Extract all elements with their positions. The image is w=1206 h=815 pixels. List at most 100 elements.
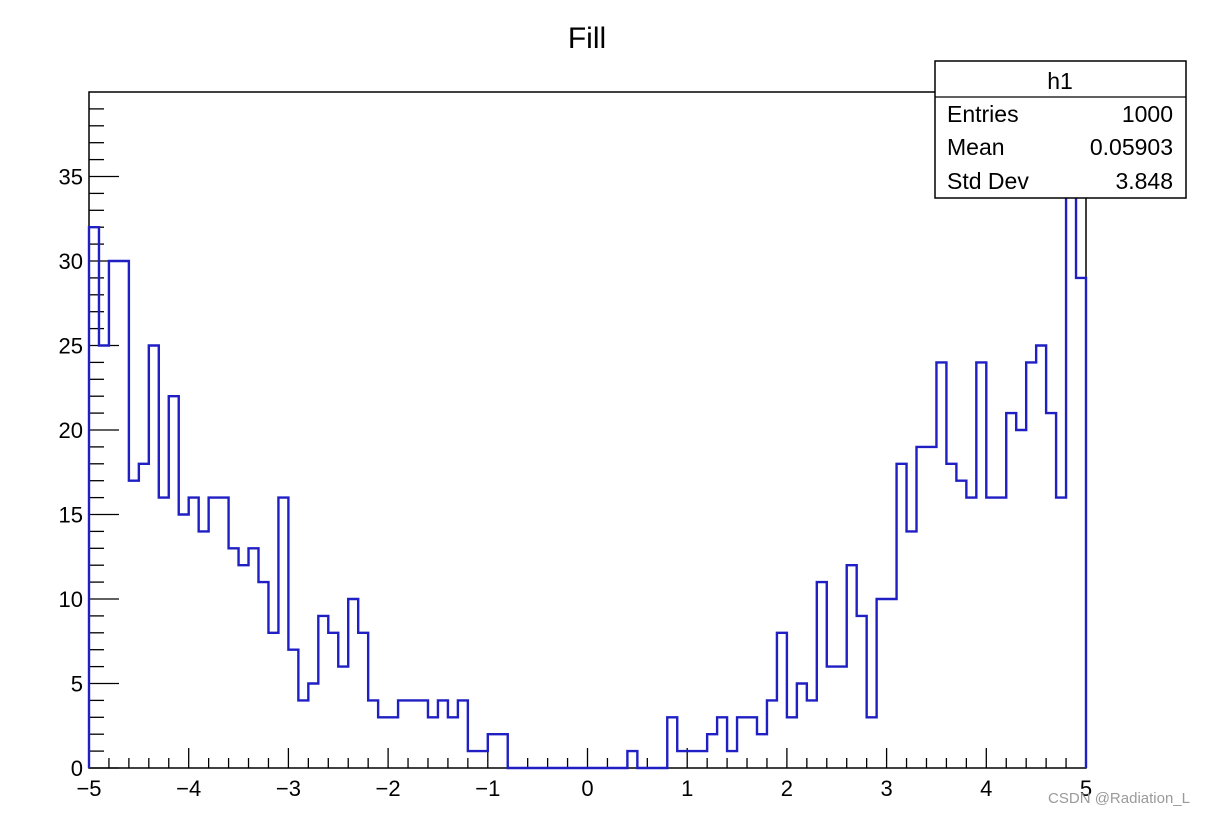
histogram-bin — [737, 717, 747, 768]
histogram-bin — [767, 700, 777, 768]
x-tick-label: 0 — [581, 776, 593, 801]
histogram-bin — [926, 447, 936, 768]
histogram-bin — [757, 734, 767, 768]
histogram-bin — [398, 700, 408, 768]
histogram-bin — [787, 717, 797, 768]
histogram-bin — [318, 616, 328, 768]
histogram-bin — [448, 717, 458, 768]
x-tick-label: −5 — [76, 776, 101, 801]
histogram-bin — [109, 261, 119, 768]
histogram-bin — [1006, 413, 1016, 768]
histogram-bin — [219, 498, 229, 768]
histogram-bin — [707, 734, 717, 768]
stats-entries-label: Entries — [947, 101, 1019, 127]
x-tick-label: 1 — [681, 776, 693, 801]
histogram-bin — [837, 667, 847, 768]
y-tick-label: 20 — [59, 418, 83, 443]
histogram-bin — [468, 751, 478, 768]
histogram-bin — [1026, 362, 1036, 768]
histogram-bin — [378, 717, 388, 768]
histogram-bin — [99, 346, 109, 769]
histogram-bin — [697, 751, 707, 768]
histogram-bin — [887, 599, 897, 768]
histogram-bin — [777, 633, 787, 768]
histogram-bin — [747, 717, 757, 768]
histogram-bin — [996, 498, 1006, 768]
y-tick-label: 30 — [59, 249, 83, 274]
histogram-bin — [488, 734, 498, 768]
y-axis-tick-labels: 0 5 10 15 20 25 30 35 — [59, 165, 83, 782]
histogram-bin — [388, 717, 398, 768]
histogram-bin — [169, 396, 179, 768]
histogram-bin — [677, 751, 687, 768]
histogram-bin — [807, 700, 817, 768]
x-tick-label: 4 — [980, 776, 992, 801]
histogram-bin — [129, 481, 139, 768]
histogram-bin — [298, 700, 308, 768]
histogram-bin — [966, 498, 976, 768]
histogram-bin — [1076, 278, 1086, 768]
histogram-bin — [418, 700, 428, 768]
histogram-bin — [1056, 498, 1066, 768]
chart-title: Fill — [568, 22, 606, 55]
x-tick-label: 2 — [781, 776, 793, 801]
histogram-bin — [428, 717, 438, 768]
x-tick-label: 3 — [880, 776, 892, 801]
x-tick-label: 5 — [1080, 776, 1092, 801]
histogram-bin — [199, 531, 209, 768]
stats-mean-label: Mean — [947, 134, 1005, 160]
histogram-bin — [368, 700, 378, 768]
stats-box-frame — [934, 60, 1187, 199]
histogram-bin — [867, 717, 877, 768]
histogram-bin — [976, 362, 986, 768]
histogram-bin — [338, 667, 348, 768]
stats-entries-value: 1000 — [1122, 101, 1173, 127]
x-tick-label: −3 — [276, 776, 301, 801]
y-tick-label: 25 — [59, 334, 83, 359]
histogram-bin — [229, 548, 239, 768]
histogram-bin — [687, 751, 697, 768]
histogram-bin — [817, 582, 827, 768]
histogram-bin — [268, 633, 278, 768]
stats-mean-value: 0.05903 — [1090, 134, 1173, 160]
histogram-bin — [308, 684, 318, 769]
histogram-bin — [917, 447, 927, 768]
stats-stddev-value: 3.848 — [1115, 168, 1173, 194]
x-axis-tick-labels: −5 −4 −3 −2 −1 0 1 2 3 4 5 — [76, 776, 1092, 801]
histogram-bin — [358, 633, 368, 768]
histogram-bin — [179, 515, 189, 769]
histogram-bin — [438, 700, 448, 768]
histogram-bin — [258, 582, 268, 768]
histogram-bin — [727, 751, 737, 768]
histogram-bin — [189, 498, 199, 768]
histogram-bin — [627, 751, 637, 768]
histogram-bin — [1066, 143, 1076, 768]
histogram-bin — [408, 700, 418, 768]
histogram-bin — [249, 548, 259, 768]
histogram-bin — [907, 531, 917, 768]
y-tick-label: 15 — [59, 503, 83, 528]
histogram-bin — [667, 717, 677, 768]
histogram-bin — [209, 498, 219, 768]
histogram-bin — [827, 667, 837, 768]
histogram-bin — [119, 261, 129, 768]
stats-stddev-label: Std Dev — [947, 168, 1029, 194]
histogram-bin — [498, 734, 508, 768]
histogram-bin — [328, 633, 338, 768]
histogram-bin — [956, 481, 966, 768]
histogram-bin — [857, 616, 867, 768]
histogram-bin — [288, 650, 298, 768]
histogram-bin — [239, 565, 249, 768]
y-tick-label: 35 — [59, 165, 83, 190]
histogram-bin — [149, 346, 159, 769]
histogram-bin — [1046, 413, 1056, 768]
histogram-bin — [946, 464, 956, 768]
x-tick-label: −2 — [376, 776, 401, 801]
histogram-bin — [1016, 430, 1026, 768]
histogram-bin — [89, 227, 99, 768]
histogram-bin — [797, 684, 807, 769]
histogram-bin — [139, 464, 149, 768]
y-tick-label: 5 — [71, 672, 83, 697]
histogram-bin — [348, 599, 358, 768]
